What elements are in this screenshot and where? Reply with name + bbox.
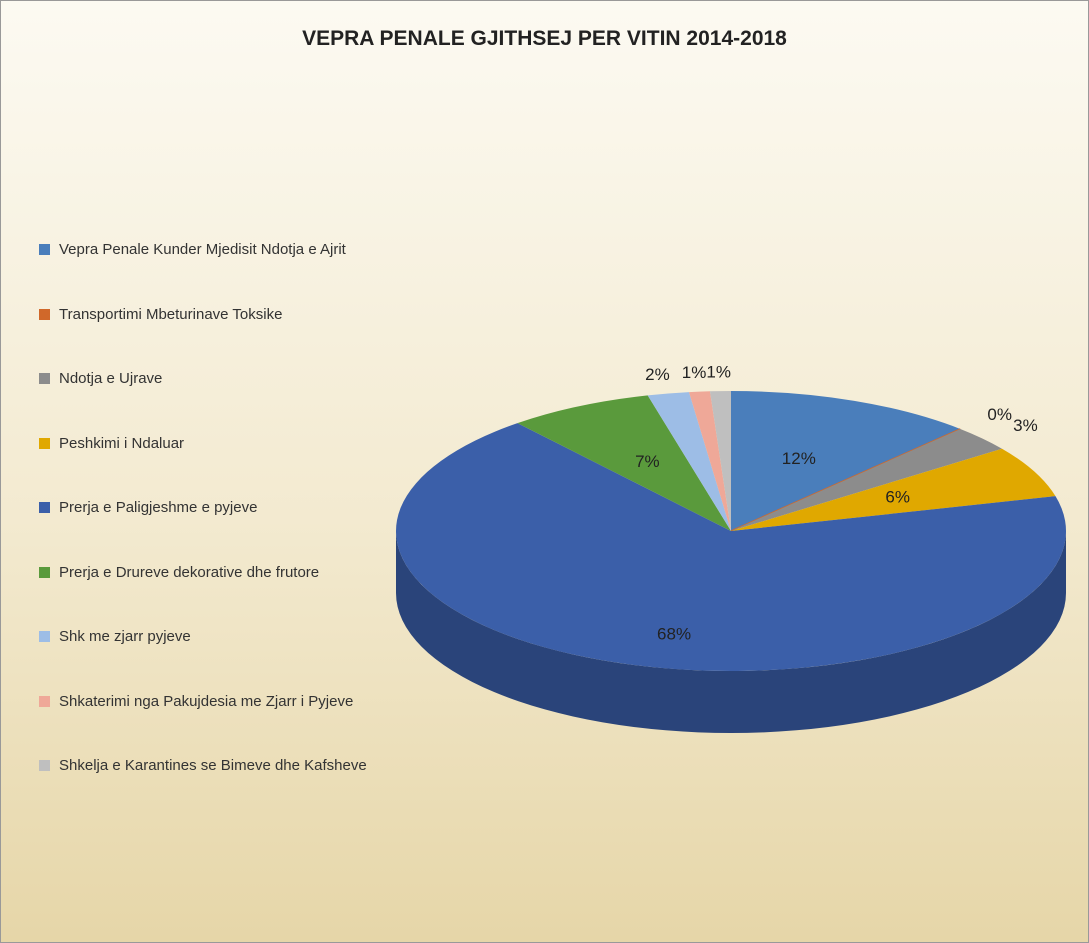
legend-label: Ndotja e Ujrave: [59, 370, 163, 387]
legend-label: Shkelja e Karantines se Bimeve dhe Kafsh…: [59, 757, 367, 774]
data-label: 68%: [657, 625, 691, 644]
legend-swatch: [39, 502, 50, 513]
legend-label: Peshkimi i Ndaluar: [59, 434, 185, 452]
pie-slice: [517, 395, 731, 531]
legend-item: Shk me zjarr pyjeve: [39, 624, 399, 649]
legend-item: Peshkimi i Ndaluar: [39, 431, 399, 456]
pie-slice: [709, 391, 731, 531]
legend-swatch: [39, 244, 50, 255]
legend-swatch: [39, 631, 50, 642]
data-label: 1%: [682, 363, 707, 382]
legend-swatch: [39, 373, 50, 384]
legend-item: Shkelja e Karantines se Bimeve dhe Kafsh…: [39, 753, 399, 778]
legend-item: Vepra Penale Kunder Mjedisit Ndotja e Aj…: [39, 237, 399, 262]
legend-swatch: [39, 760, 50, 771]
legend-item: Ndotja e Ujrave: [39, 366, 399, 391]
pie-slice: [689, 391, 731, 531]
legend-swatch: [39, 695, 50, 707]
legend-label: Prerja e Drureve dekorative dhe frutore: [59, 563, 320, 581]
data-label: 7%: [635, 452, 660, 471]
pie-slice: [647, 392, 731, 531]
pie-slice: [731, 391, 961, 531]
chart-title: VEPRA PENALE GJITHSEJ PER VITIN 2014-201…: [302, 27, 787, 50]
legend-item: Shkaterimi nga Pakujdesia me Zjarr i Pyj…: [39, 689, 399, 714]
pie-side: [396, 531, 1066, 733]
legend-label: Prerja e Paligjeshme e pyjeve: [59, 499, 258, 516]
data-label: 1%: [706, 362, 731, 381]
pie-slice: [731, 428, 1003, 531]
pie-slice: [731, 448, 1056, 531]
legend-swatch: [39, 437, 50, 449]
pie-slice: [396, 423, 1067, 671]
legend-item: Prerja e Drureve dekorative dhe frutore: [39, 560, 399, 585]
data-label: 6%: [885, 488, 910, 507]
pie-slice: [730, 428, 961, 532]
legend-swatch: [39, 566, 50, 578]
legend-swatch: [39, 308, 50, 320]
legend-label: Transportimi Mbeturinave Toksike: [59, 305, 283, 323]
legend-label: Shkaterimi nga Pakujdesia me Zjarr i Pyj…: [59, 692, 354, 710]
legend-label: Vepra Penale Kunder Mjedisit Ndotja e Aj…: [59, 241, 346, 258]
data-label: 3%: [1013, 416, 1038, 435]
legend-item: Prerja e Paligjeshme e pyjeve: [39, 495, 399, 520]
data-label: 12%: [782, 449, 816, 468]
data-label: 2%: [645, 365, 670, 384]
data-label: 0%: [987, 405, 1012, 424]
legend-item: Transportimi Mbeturinave Toksike: [39, 302, 399, 327]
legend-label: Shk me zjarr pyjeve: [59, 628, 191, 645]
